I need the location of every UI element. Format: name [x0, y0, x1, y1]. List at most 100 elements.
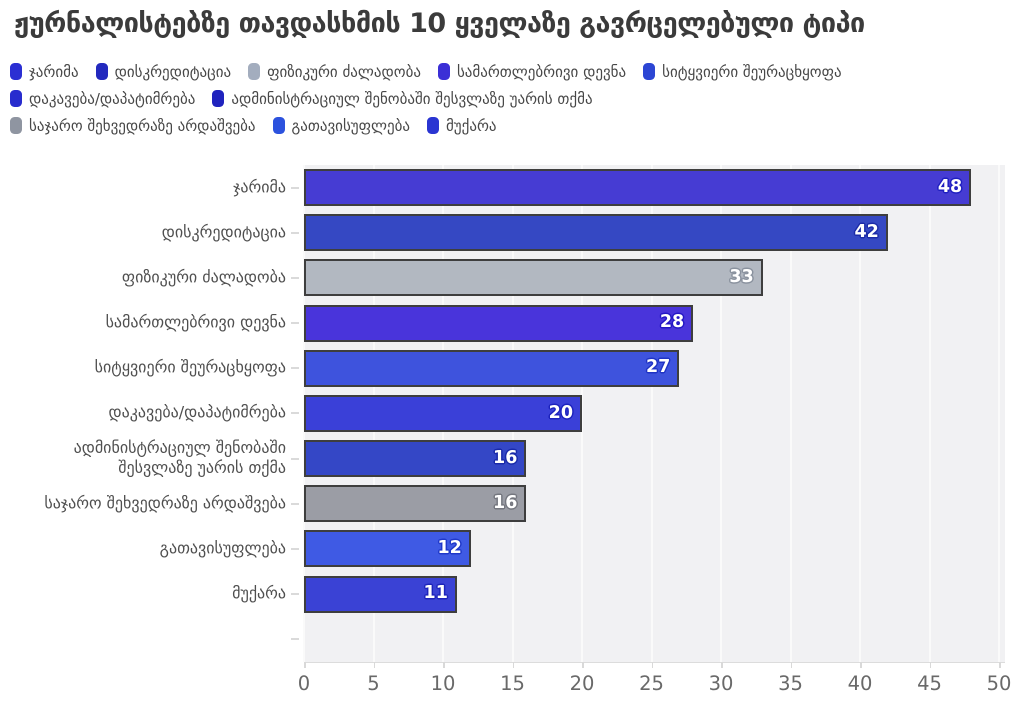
legend: ჯარიმა დისკრედიტაცია ფიზიკური ძალადობა სამა…	[10, 58, 1018, 139]
x-tick-mark	[929, 662, 931, 668]
x-tick-label: 25	[639, 672, 664, 695]
legend-row: ჯარიმა დისკრედიტაცია ფიზიკური ძალადობა სამა…	[10, 58, 1018, 85]
x-tick-label: 0	[297, 672, 311, 695]
gridline	[650, 165, 653, 662]
legend-item-label: მუქარა	[445, 116, 497, 135]
bar[interactable]: 16	[304, 440, 527, 478]
legend-item-label: ადმინისტრაციულ შენობაში შესვლაზე უარის თ…	[231, 89, 593, 108]
gridline	[581, 165, 583, 662]
bar-value-label: 28	[659, 312, 685, 333]
x-tick-mark	[582, 662, 584, 668]
legend-item[interactable]: მუქარა	[426, 116, 497, 135]
legend-row: დაკავება/დაპატიმრება ადმინისტრაციულ შენობ…	[10, 85, 1018, 112]
legend-item[interactable]: ჯარიმა	[10, 63, 79, 81]
legend-item-label: სამართლებრივი დევნა	[456, 62, 627, 81]
chart-row: გათავისუფლება 12	[0, 526, 1024, 571]
legend-item[interactable]: სიტყვიერი შეურაცხყოფა	[643, 63, 842, 81]
legend-swatch-icon	[643, 63, 656, 80]
bar-rows: ჯარიმა 48 დისკრედიტაცია 42 ფიზიკური ძალადობა…	[0, 165, 1024, 662]
y-tick-mark	[291, 412, 299, 415]
x-tick-mark	[512, 662, 514, 668]
x-tick-label: 50	[986, 672, 1012, 695]
chart-row: საჯარო შეხვედრაზე არდაშვება 16	[0, 481, 1024, 526]
legend-swatch-icon	[10, 63, 22, 80]
bar-value-label: 16	[493, 492, 518, 513]
legend-item-label: გათავისუფლება	[291, 116, 410, 135]
chart-title: ჟურნალისტებზე თავდასხმის 10 ყველაზე გავრ…	[14, 8, 865, 39]
x-tick-mark	[373, 662, 375, 668]
y-tick-mark	[291, 593, 299, 596]
gridline	[720, 165, 722, 662]
bar-chart: ჯარიმა 48 დისკრედიტაცია 42 ფიზიკური ძალადობა…	[0, 165, 1024, 708]
bar[interactable]: 42	[304, 214, 888, 252]
x-axis-line	[304, 662, 1005, 663]
legend-item-label: საჯარო შეხვედრაზე არდაშვება	[29, 116, 256, 135]
legend-swatch-icon	[248, 63, 261, 80]
y-tick-mark	[291, 186, 299, 189]
y-tick-mark	[291, 231, 299, 234]
bar-value-label: 33	[729, 267, 754, 288]
legend-row: საჯარო შეხვედრაზე არდაშვება გათავისუფლება…	[10, 112, 1018, 139]
chart-row: სამართლებრივი დევნა 28	[0, 301, 1024, 346]
legend-swatch-icon	[10, 90, 22, 107]
y-tick-mark	[291, 547, 299, 550]
legend-swatch-icon	[426, 117, 439, 134]
y-axis-label: საჯარო შეხვედრაზე არდაშვება	[44, 493, 286, 513]
y-axis-label: სიტყვიერი შეურაცხყოფა	[94, 357, 286, 377]
y-tick-mark	[291, 638, 299, 641]
y-tick-mark	[291, 276, 299, 279]
chart-row: მუქარა 11	[0, 572, 1024, 617]
x-tick-label: 45	[917, 672, 942, 695]
bar-value-label: 12	[437, 538, 462, 559]
gridline	[789, 165, 792, 662]
y-axis-label: ფიზიკური ძალადობა	[121, 267, 286, 287]
x-tick-label: 35	[778, 672, 803, 695]
legend-item-label: ჯარიმა	[29, 62, 79, 81]
bar[interactable]: 20	[304, 394, 582, 432]
legend-item[interactable]: ფიზიკური ძალადობა	[248, 63, 421, 81]
bar[interactable]: 16	[304, 485, 527, 523]
legend-item[interactable]: დისკრედიტაცია	[95, 63, 231, 81]
y-axis-label: დისკრედიტაცია	[161, 222, 286, 242]
x-tick-label: 10	[430, 672, 456, 695]
gridline	[928, 165, 931, 662]
y-tick-mark	[291, 367, 299, 370]
legend-item[interactable]: გათავისუფლება	[272, 116, 410, 135]
x-tick-mark	[304, 662, 306, 668]
chart-row: ფიზიკური ძალადობა 33	[0, 255, 1024, 300]
x-tick-label: 20	[569, 672, 595, 695]
x-tick-label: 15	[500, 672, 525, 695]
bar[interactable]: 28	[304, 304, 694, 342]
bar-value-label: 27	[645, 357, 671, 378]
bar-value-label: 11	[423, 583, 448, 604]
legend-item-label: დაკავება/დაპატიმრება	[29, 89, 196, 108]
x-tick-mark	[721, 662, 723, 668]
bar-value-label: 16	[493, 447, 518, 468]
bar[interactable]: 12	[304, 530, 471, 568]
legend-swatch-icon	[437, 63, 450, 80]
bar[interactable]: 27	[304, 349, 680, 387]
bar[interactable]: 48	[304, 169, 972, 206]
legend-swatch-icon	[212, 90, 225, 107]
y-axis-label: გათავისუფლება	[159, 538, 286, 558]
x-tick-label: 40	[847, 672, 873, 695]
legend-item[interactable]: ადმინისტრაციულ შენობაში შესვლაზე უარის თ…	[212, 89, 593, 108]
legend-swatch-icon	[10, 117, 22, 134]
y-axis-label: ადმინისტრაციულ შენობაში შესვლაზე უარის თ…	[73, 437, 286, 478]
x-tick-label: 5	[367, 672, 380, 695]
y-tick-mark	[291, 457, 299, 460]
y-axis-label: მუქარა	[232, 583, 286, 603]
legend-swatch-icon	[272, 117, 285, 134]
bar[interactable]: 11	[304, 575, 457, 613]
legend-swatch-icon	[95, 63, 108, 80]
legend-item[interactable]: დაკავება/დაპატიმრება	[10, 90, 195, 108]
legend-item[interactable]: საჯარო შეხვედრაზე არდაშვება	[10, 117, 256, 135]
bar[interactable]: 33	[304, 259, 763, 297]
y-tick-mark	[291, 502, 299, 505]
x-tick-mark	[651, 662, 653, 668]
chart-row: სიტყვიერი შეურაცხყოფა 27	[0, 346, 1024, 391]
chart-row: დაკავება/დაპატიმრება 20	[0, 391, 1024, 436]
legend-item[interactable]: სამართლებრივი დევნა	[437, 62, 627, 81]
chart-row: დისკრედიტაცია 42	[0, 210, 1024, 255]
x-tick-label: 30	[708, 672, 734, 695]
